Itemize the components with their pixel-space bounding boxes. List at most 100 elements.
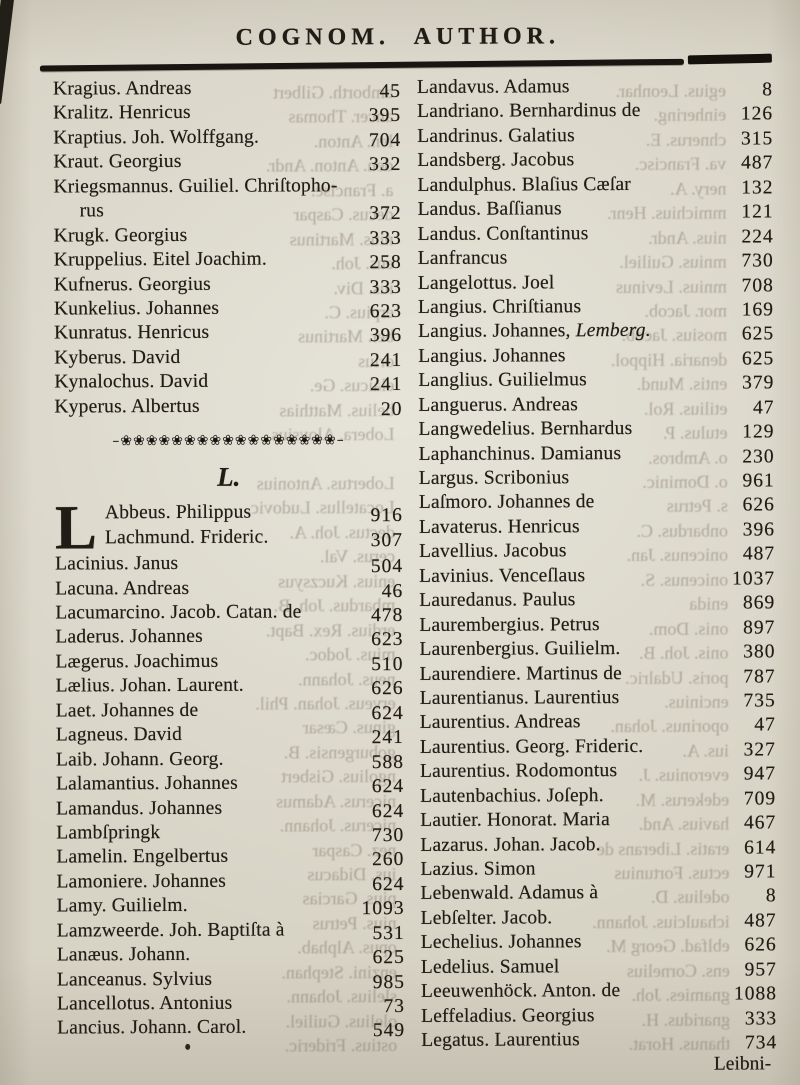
index-entry: Lavaterus. Henricus 396 [419, 514, 775, 540]
author-name: Lacinius. Janus [55, 553, 179, 575]
index-entry: Lechelius. Johannes 626 [421, 930, 777, 956]
index-entry: Lautenbachius. Joſeph. 709 [420, 783, 776, 809]
index-entry: rus 372 [54, 198, 402, 224]
index-entry: Kunratus. Henricus 396 [54, 320, 402, 346]
author-name: Largus. Scribonius [418, 467, 570, 489]
index-entry: Laphanchinus. Damianus 230 [419, 441, 775, 467]
left-column: Kragius. Andreas 45 Kralitz. Henricus 395 Kr… [53, 76, 405, 1042]
index-entry: Lamandus. Johannes 624 [56, 795, 404, 821]
page-number: 626 [742, 494, 775, 516]
page-number: 624 [371, 776, 405, 798]
right-column: Landavus. Adamus 8 Landriano. Bernhardinus… [417, 74, 777, 1077]
index-entry: Lamy. Guilielm. 1093 [57, 893, 405, 919]
author-name: Ledelius. Samuel [420, 956, 560, 978]
index-entry: Lanfrancus 730 [417, 245, 774, 272]
author-name: Lautier. Honorat. Maria [420, 809, 611, 832]
section-heading: L. [217, 461, 241, 492]
header-rule-fragment [687, 53, 772, 65]
author-name: Laurentius. Rodomontus [419, 760, 618, 783]
index-entry: Lachmund. Frideric. 307 [105, 525, 403, 551]
page-number: 333 [744, 1007, 778, 1030]
page-number: 704 [368, 129, 402, 152]
author-name: Leeuwenhöck. Anton. de [420, 980, 621, 1003]
page-number: 869 [742, 592, 776, 614]
page-number: 333 [369, 276, 402, 298]
page-number: 1088 [733, 983, 778, 1005]
index-entry: Lancellotus. Antonius 73 [57, 991, 405, 1017]
page-number: 730 [371, 824, 405, 847]
author-name: Kyperus. Albertus [54, 395, 200, 418]
author-name: Laurenbergius. Guilielm. [419, 638, 621, 660]
index-entry: Landriano. Bernhardinus de 126 [417, 99, 773, 125]
author-name: Landulphus. Blaſius Cæſar [417, 173, 632, 196]
page-number: 47 [754, 714, 776, 736]
page-number: 46 [381, 580, 404, 602]
index-entry: Lazius. Simon 971 [420, 856, 776, 882]
index-entry: Laurentius. Rodomontus 947 [419, 759, 776, 784]
index-entry: Languerus. Andreas 47 [418, 392, 774, 418]
page-number: 129 [742, 421, 775, 443]
dropcap-block: L Abbeus. Philippus 916 Lachmund. Frideric.… [54, 492, 403, 563]
index-entry: Landavus. Adamus 8 [417, 74, 773, 100]
page-number: 307 [370, 529, 404, 551]
index-entry: Laderus. Johannes 623 [55, 624, 403, 650]
page-number: 626 [371, 678, 404, 700]
author-name: Langlius. Guilielmus [418, 369, 587, 392]
index-entry: Lacinius. Janus 504 [55, 551, 403, 577]
page-number: 961 [742, 470, 775, 492]
page-number: 625 [372, 947, 405, 969]
author-name: Kraptius. Joh. Wolffgang. [53, 126, 260, 149]
index-entry: Lavinius. Venceſlaus 1037 [419, 563, 775, 589]
author-name: Lavellius. Jacobus [418, 540, 567, 563]
index-entry: Largus. Scribonius 961 [419, 465, 775, 491]
page-number: 624 [371, 800, 405, 822]
page-number: 47 [752, 397, 775, 419]
index-entry: Kraptius. Joh. Wolffgang. 704 [53, 125, 401, 151]
author-name: Abbeus. Philippus [104, 501, 252, 524]
page-number: 169 [741, 299, 775, 321]
page-title: COGNOM. AUTHOR. [235, 23, 561, 51]
page-number: 372 [369, 203, 402, 225]
page-number: 396 [369, 325, 403, 347]
page-number: 897 [743, 616, 776, 639]
index-entry: Landus. Conſtantinus 224 [418, 221, 774, 247]
page-number: 625 [741, 323, 775, 345]
author-name: Lanfrancus [417, 247, 508, 269]
page-number: 531 [372, 922, 405, 944]
author-name: Kraut. Georgius [53, 151, 182, 173]
author-name: Lamzweerde. Joh. Baptiſta à [56, 919, 285, 942]
index-entry: Langlius. Guilielmus 379 [418, 368, 774, 393]
index-entry: Landsberg. Jacobus 487 [417, 148, 773, 174]
index-entry: Kralitz. Henricus 395 [53, 100, 401, 126]
index-entry: Lebſelter. Jacob. 487 [421, 905, 777, 931]
header-rule [39, 58, 684, 72]
page-number: 126 [740, 103, 774, 125]
drop-cap: L [54, 492, 98, 563]
page-number: 708 [741, 274, 774, 297]
author-name: Kralitz. Henricus [53, 102, 191, 124]
author-name: Landus. Baſſianus [417, 198, 562, 221]
author-name: Lacumarcino. Jacob. Catan. de [55, 601, 302, 624]
index-entry: Lælius. Johan. Laurent. 626 [56, 673, 404, 699]
page-number: 315 [740, 128, 774, 150]
index-entry: Langius. Johannes 625 [418, 343, 774, 369]
page-number: 8 [765, 885, 777, 907]
page-number: 957 [744, 959, 777, 981]
page-number: 230 [742, 445, 775, 468]
index-entry: Langius. Chriſtianus 169 [418, 294, 774, 320]
page-number: 260 [372, 849, 405, 871]
index-entry: Lauredanus. Paulus 869 [419, 588, 776, 614]
author-name: Lamoniere. Johannes [56, 870, 227, 893]
index-entry: Kynalochus. David 241 [54, 369, 402, 395]
ornament-divider: –❀❀❀❀❀❀❀❀❀❀❀❀❀❀❀❀❀– [112, 432, 345, 450]
index-entry: Langelottus. Joel 708 [418, 270, 774, 296]
index-entry: Lautier. Honorat. Maria 467 [420, 807, 776, 833]
author-name: Lancellotus. Antonius [56, 992, 233, 1015]
page-number: 510 [371, 653, 404, 676]
index-entry: Laurendiere. Martinus de 787 [420, 661, 776, 687]
index-entry: Kraut. Georgius 332 [53, 149, 401, 175]
index-entry: Kriegsmannus. Guiliel. Chriſtopho- [53, 174, 401, 200]
author-name: Lautenbachius. Joſeph. [420, 784, 604, 807]
author-name: Langius. Johannes [418, 345, 566, 367]
